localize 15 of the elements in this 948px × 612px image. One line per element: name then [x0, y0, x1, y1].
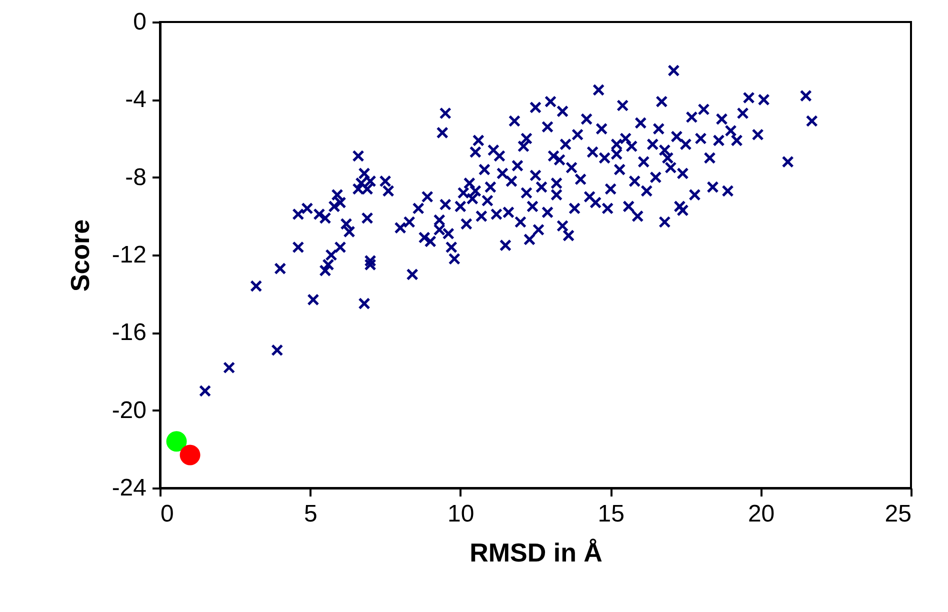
y-tick-label: -20 — [112, 396, 146, 424]
y-tick-label: -8 — [125, 164, 146, 191]
y-tick-label: -12 — [112, 242, 146, 268]
y-axis-title: Score — [64, 219, 95, 292]
y-tick-label: -16 — [112, 319, 146, 346]
x-tick-label: 15 — [598, 500, 624, 528]
x-tick-label: 25 — [884, 500, 912, 528]
x-axis-title: RMSD in Å — [470, 538, 603, 568]
x-tick-label: 0 — [160, 500, 174, 528]
x-tick-label: 10 — [448, 500, 474, 528]
x-tick-label: 5 — [304, 500, 318, 528]
y-tick-label: -24 — [112, 474, 146, 502]
y-tick-label: 0 — [133, 8, 146, 36]
x-tick-label: 20 — [748, 500, 775, 528]
y-tick-label: -4 — [125, 86, 146, 114]
